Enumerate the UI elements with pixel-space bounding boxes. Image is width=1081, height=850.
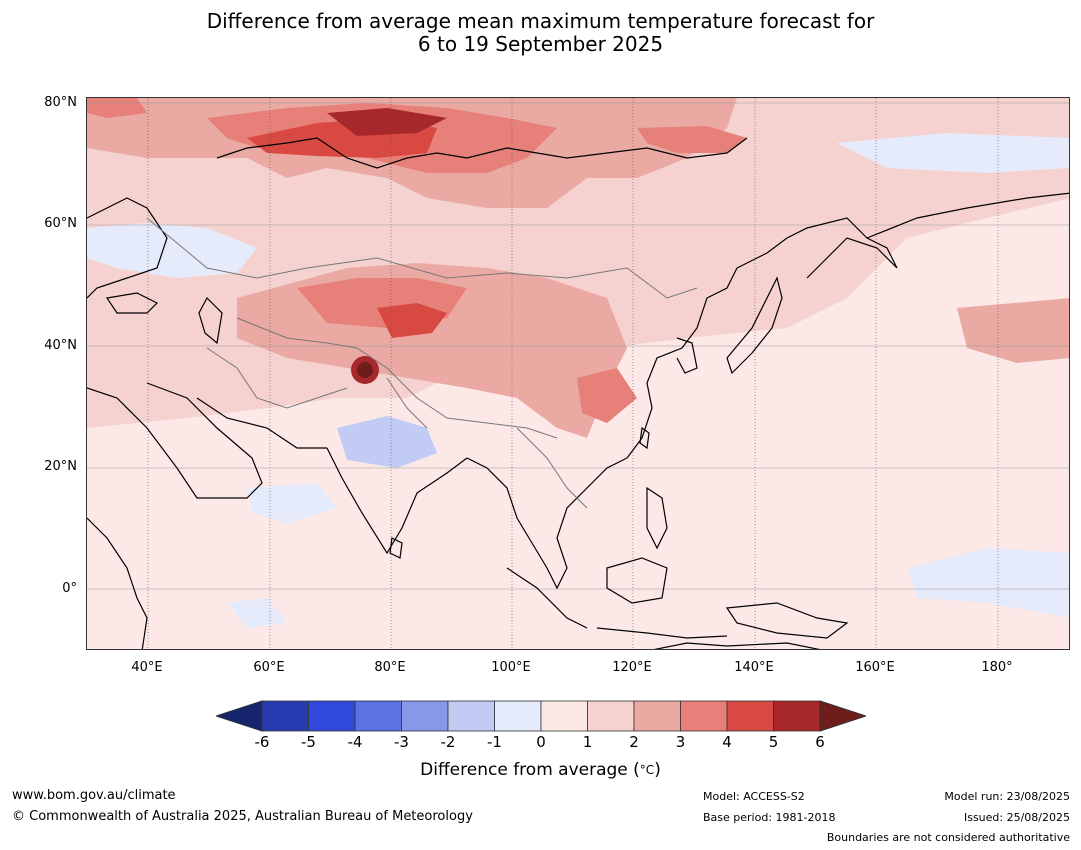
lat-label-0: 0°	[62, 581, 77, 596]
colorbar-segment	[633, 700, 681, 732]
country-borders	[146, 217, 698, 509]
colorbar-segment	[540, 700, 588, 732]
model-name: Model: ACCESS-S2	[703, 790, 805, 803]
cool-band-0-neg1-indian-ocean	[227, 598, 287, 628]
colorbar-segment	[726, 700, 774, 732]
cool-band-0-neg1-arabian-sea	[247, 483, 337, 523]
colorbar-label-close: )	[654, 760, 661, 780]
forecast-map	[86, 97, 1070, 650]
colorbar-tick-label: 4	[722, 733, 732, 751]
lon-label-180: 180°	[981, 660, 1013, 675]
colorbar-label-unit: °C	[639, 763, 655, 777]
lon-label-140e: 140°E	[734, 660, 774, 675]
colorbar-tick-label: -3	[394, 733, 409, 751]
colorbar-segment	[447, 700, 495, 732]
colorbar-tick-label: -4	[347, 733, 363, 751]
colorbar-segment	[680, 700, 728, 732]
lat-label-40n: 40°N	[44, 338, 77, 353]
colorbar-tick-label: 1	[582, 733, 593, 751]
lat-label-80n: 80°N	[44, 95, 77, 110]
colorbar-segment	[261, 700, 309, 732]
colorbar-tick-label: 6	[815, 733, 825, 751]
colorbar-segment	[354, 700, 402, 732]
colorbar-label-text: Difference from average (	[420, 760, 640, 780]
colorbar-segment	[308, 700, 356, 732]
graticule-meridians	[147, 98, 999, 649]
model-run-date: Model run: 23/08/2025	[944, 790, 1070, 803]
band-3-4-east-siberia	[637, 126, 747, 153]
colorbar-label: Difference from average (°C)	[0, 760, 1081, 780]
map-title: Difference from average mean maximum tem…	[0, 10, 1081, 56]
graticule-parallels	[87, 102, 1069, 590]
issued-date: Issued: 25/08/2025	[963, 811, 1070, 824]
lon-label-120e: 120°E	[612, 660, 652, 675]
title-line-2: 6 to 19 September 2025	[417, 32, 664, 56]
title-line-1: Difference from average mean maximum tem…	[206, 9, 875, 33]
lat-label-60n: 60°N	[44, 216, 77, 231]
band-4-5-tarim	[377, 303, 447, 338]
band-5-6-siberia	[327, 108, 447, 136]
lat-label-20n: 20°N	[44, 459, 77, 474]
anomaly-shading	[87, 98, 1069, 649]
cool-band-0-neg1-europe	[87, 223, 257, 278]
lon-label-60e: 60°E	[253, 660, 285, 675]
lon-label-40e: 40°E	[131, 660, 163, 675]
colorbar-segment	[401, 700, 449, 732]
colorbar-tick-label: 3	[675, 733, 686, 751]
colorbar-tick-label: -6	[254, 733, 270, 751]
colorbar-extend-low	[216, 700, 263, 732]
map-canvas	[87, 98, 1069, 649]
colorbar-segment	[494, 700, 542, 732]
colorbar-segment	[773, 700, 821, 732]
colorbar-tick-label: 5	[768, 733, 779, 751]
colorbar-tick-label: 2	[629, 733, 639, 751]
lon-label-80e: 80°E	[374, 660, 406, 675]
colorbar-segment	[587, 700, 635, 732]
cool-band-0-neg1-bering	[837, 133, 1069, 173]
coastlines	[87, 137, 1069, 649]
colorbar-tick-label: -5	[301, 733, 316, 751]
lon-label-160e: 160°E	[855, 660, 895, 675]
colorbar	[216, 700, 866, 732]
colorbar-tick-label: 0	[536, 733, 546, 751]
boundaries-disclaimer: Boundaries are not considered authoritat…	[826, 831, 1070, 844]
base-period: Base period: 1981-2018	[703, 811, 836, 824]
band-2-3-pacific	[957, 298, 1069, 363]
cool-band-neg1-neg2-india	[337, 416, 437, 468]
band-over-6-karakoram	[357, 362, 373, 378]
band-3-4-east-china	[577, 368, 637, 423]
colorbar-extend-high	[819, 700, 866, 732]
website-link[interactable]: www.bom.gov.au/climate	[12, 788, 176, 803]
colorbar-tick-label: -2	[440, 733, 456, 751]
colorbar-tick-label: -1	[487, 733, 502, 751]
cool-band-0-neg1-pacific	[907, 548, 1069, 618]
lon-label-100e: 100°E	[491, 660, 531, 675]
copyright-notice: © Commonwealth of Australia 2025, Austra…	[12, 809, 473, 824]
